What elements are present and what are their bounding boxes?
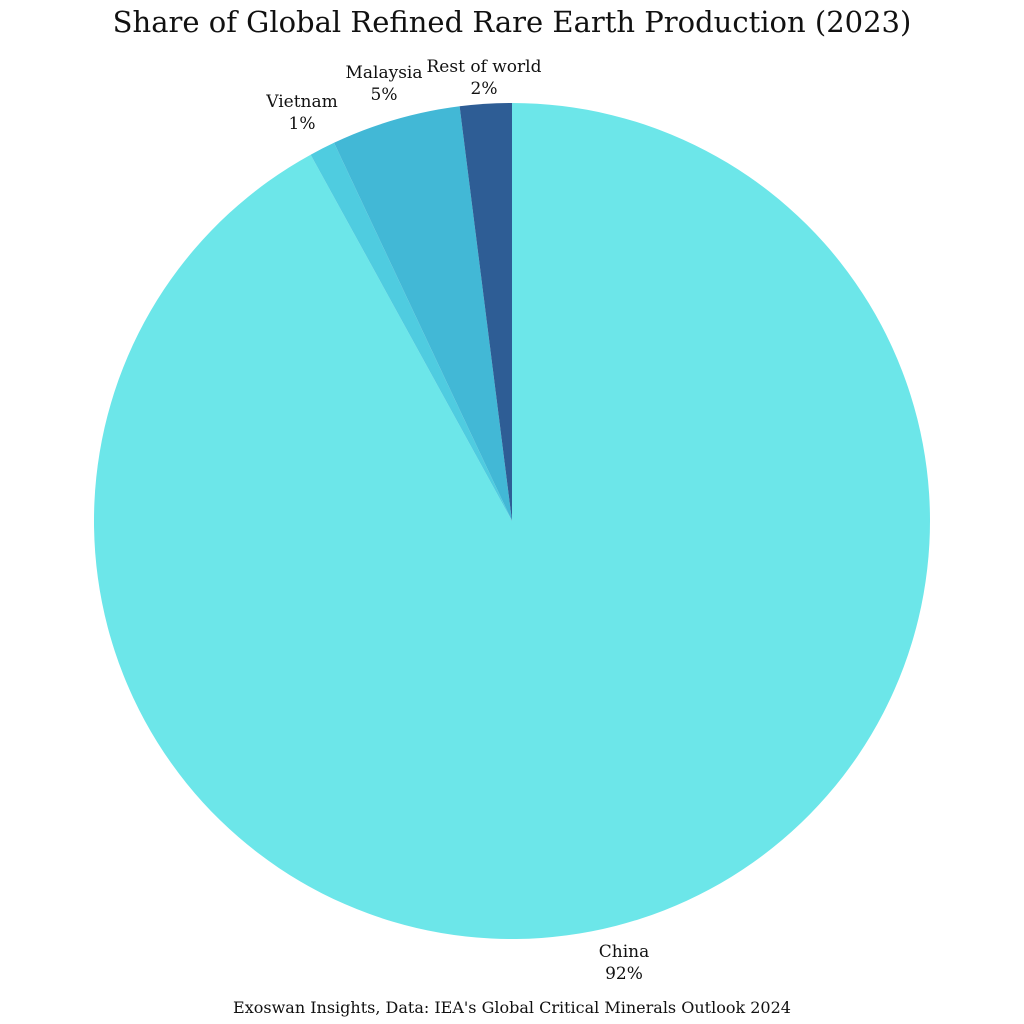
slice-value-vietnam: 1%	[289, 114, 316, 134]
pie-slice-china	[93, 103, 930, 939]
slice-label-vietnam: Vietnam	[265, 92, 338, 112]
pie-slice-vietnam	[310, 142, 512, 521]
chart-source: Exoswan Insights, Data: IEA's Global Cri…	[233, 998, 791, 1017]
pie-slice-rest-of-world	[459, 103, 512, 521]
chart-title: Share of Global Refined Rare Earth Produ…	[112, 5, 912, 39]
slice-label-malaysia: Malaysia	[345, 63, 422, 83]
slice-label-china: China	[599, 942, 649, 962]
slice-value-china: 92%	[605, 964, 643, 984]
slice-value-rest-of-world: 2%	[471, 79, 498, 99]
pie-slice-malaysia	[334, 106, 512, 522]
slice-value-malaysia: 5%	[371, 85, 398, 105]
slice-label-rest-of-world: Rest of world	[427, 57, 542, 77]
